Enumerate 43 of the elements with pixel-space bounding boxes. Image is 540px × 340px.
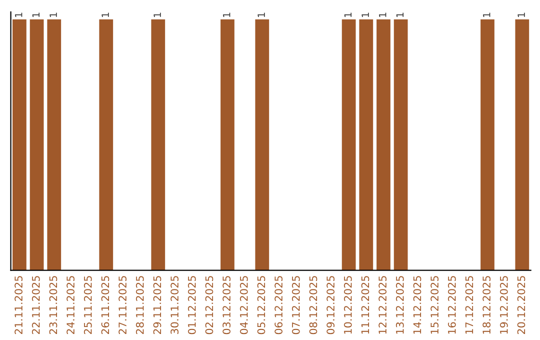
x-tick-label: 27.11.2025 bbox=[118, 276, 126, 334]
data-label: 1 bbox=[223, 12, 230, 17]
x-tick-label: 08.12.2025 bbox=[309, 276, 318, 334]
x-tick-label: 05.12.2025 bbox=[257, 276, 266, 334]
x-tick-label: 18.12.2025 bbox=[482, 276, 491, 334]
x-tick-label: 22.11.2025 bbox=[32, 276, 40, 334]
data-label: 1 bbox=[102, 12, 109, 17]
x-tick-label: 13.12.2025 bbox=[396, 276, 404, 334]
x-tick-label: 26.11.2025 bbox=[101, 276, 110, 334]
data-label: 1 bbox=[518, 12, 525, 17]
x-tick-label: 02.12.2025 bbox=[205, 276, 214, 334]
x-tick-label: 24.11.2025 bbox=[66, 276, 74, 334]
x-tick-label: 28.11.2025 bbox=[136, 276, 144, 334]
x-tick-label: 21.11.2025 bbox=[14, 276, 22, 334]
x-tick-label: 17.12.2025 bbox=[465, 276, 474, 334]
data-label: 1 bbox=[396, 12, 404, 17]
data-label: 1 bbox=[15, 12, 22, 17]
data-label: 1 bbox=[32, 12, 40, 17]
x-tick-label: 03.12.2025 bbox=[222, 276, 230, 334]
x-tick-label: 30.11.2025 bbox=[170, 276, 178, 334]
data-label: 1 bbox=[483, 12, 490, 17]
data-label: 1 bbox=[50, 12, 57, 17]
data-label: 1 bbox=[379, 12, 386, 17]
x-tick-label: 10.12.2025 bbox=[344, 276, 352, 334]
x-tick-label: 11.12.2025 bbox=[361, 276, 370, 334]
x-tick-label: 25.11.2025 bbox=[84, 276, 92, 334]
x-tick-label: 07.12.2025 bbox=[292, 276, 300, 334]
x-tick-label: 19.12.2025 bbox=[500, 276, 508, 334]
data-label: 1 bbox=[154, 12, 161, 17]
x-tick-label: 14.12.2025 bbox=[413, 276, 422, 334]
x-tick-label: 01.12.2025 bbox=[188, 276, 196, 334]
data-label: 1 bbox=[344, 12, 352, 17]
x-tick-label: 12.12.2025 bbox=[378, 276, 387, 334]
x-tick-label: 16.12.2025 bbox=[448, 276, 456, 334]
data-label: 1 bbox=[362, 12, 369, 17]
x-tick-label: 20.12.2025 bbox=[517, 276, 526, 334]
x-tick-label: 09.12.2025 bbox=[326, 276, 334, 334]
x-tick-label: 06.12.2025 bbox=[274, 276, 282, 334]
data-label: 1 bbox=[258, 12, 265, 17]
x-tick-label: 04.12.2025 bbox=[240, 276, 248, 334]
x-tick-label: 15.12.2025 bbox=[430, 276, 439, 334]
x-tick-label: 23.11.2025 bbox=[49, 276, 58, 334]
x-tick-label: 29.11.2025 bbox=[153, 276, 162, 334]
